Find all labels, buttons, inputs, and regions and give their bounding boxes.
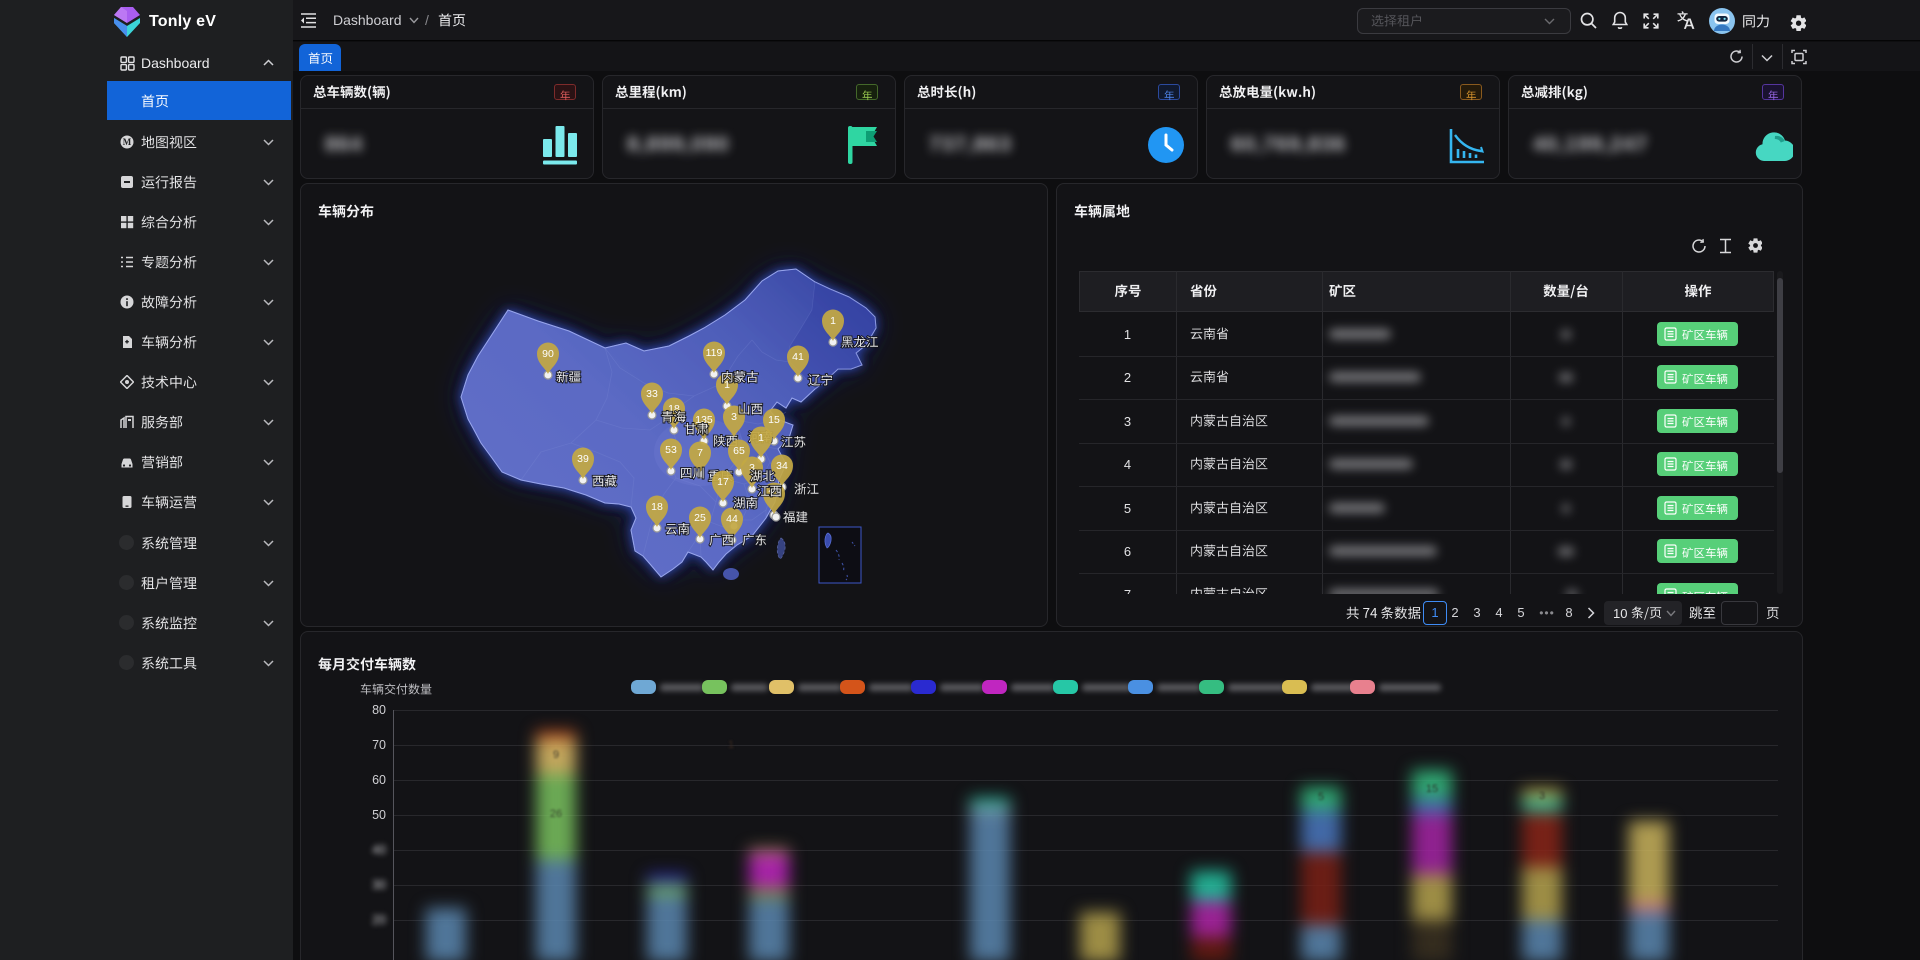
svg-text:44: 44	[726, 513, 738, 525]
svg-text:34: 34	[776, 460, 788, 472]
svg-text:1: 1	[724, 379, 730, 391]
svg-text:1: 1	[830, 315, 836, 327]
svg-text:41: 41	[792, 351, 804, 363]
svg-text:25: 25	[694, 512, 706, 524]
svg-text:90: 90	[542, 348, 554, 360]
svg-text:3: 3	[731, 411, 737, 423]
svg-text:119: 119	[706, 347, 723, 359]
svg-text:17: 17	[717, 476, 729, 488]
svg-text:18: 18	[651, 501, 663, 513]
svg-text:M: M	[123, 137, 132, 147]
svg-text:18: 18	[668, 403, 680, 415]
svg-text:15: 15	[768, 414, 780, 426]
svg-text:53: 53	[665, 444, 677, 456]
svg-text:33: 33	[646, 388, 658, 400]
svg-text:65: 65	[733, 445, 745, 457]
svg-text:1: 1	[758, 432, 764, 444]
svg-text:7: 7	[697, 447, 703, 459]
svg-text:39: 39	[577, 453, 589, 465]
svg-text:3: 3	[749, 462, 755, 474]
